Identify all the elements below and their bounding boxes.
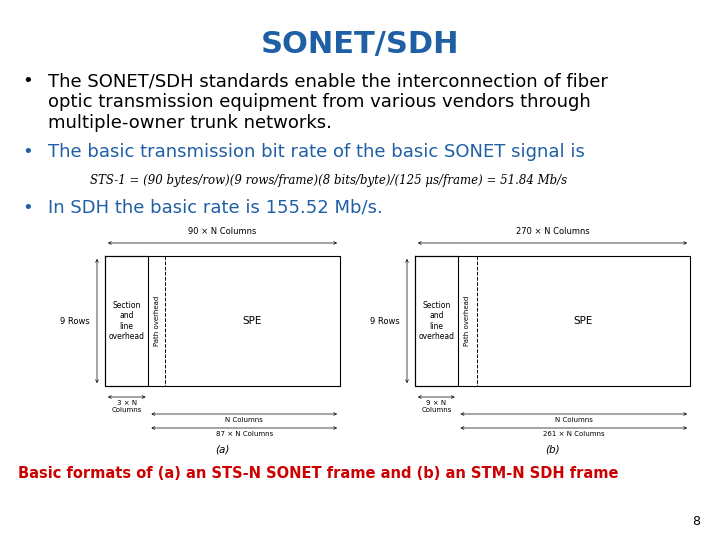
Text: 270 × N Columns: 270 × N Columns [516, 227, 590, 236]
Text: 90 × N Columns: 90 × N Columns [189, 227, 257, 236]
Text: optic transmission equipment from various vendors through: optic transmission equipment from variou… [48, 93, 590, 111]
Text: In SDH the basic rate is 155.52 Mb/s.: In SDH the basic rate is 155.52 Mb/s. [48, 199, 383, 217]
Text: 87 × N Columns: 87 × N Columns [215, 431, 273, 437]
Text: STS-1 = (90 bytes/row)(9 rows/frame)(8 bits/byte)/(125 μs/frame) = 51.84 Mb/s: STS-1 = (90 bytes/row)(9 rows/frame)(8 b… [90, 174, 567, 187]
Text: N Columns: N Columns [555, 417, 593, 423]
Text: 9 Rows: 9 Rows [60, 316, 90, 326]
Text: •: • [22, 199, 32, 217]
Text: 8: 8 [692, 515, 700, 528]
Text: •: • [22, 143, 32, 161]
Text: Section
and
line
overhead: Section and line overhead [418, 301, 454, 341]
Text: Path overhead: Path overhead [153, 296, 160, 346]
Text: Basic formats of (a) an STS-N SONET frame and (b) an STM-N SDH frame: Basic formats of (a) an STS-N SONET fram… [18, 466, 618, 481]
Text: 9 × N
Columns: 9 × N Columns [421, 400, 451, 413]
Text: (b): (b) [545, 444, 560, 454]
Text: The SONET/SDH standards enable the interconnection of fiber: The SONET/SDH standards enable the inter… [48, 72, 608, 90]
Text: Section
and
line
overhead: Section and line overhead [109, 301, 145, 341]
Text: SONET/SDH: SONET/SDH [261, 30, 459, 59]
Text: SPE: SPE [243, 316, 262, 326]
Text: 261 × N Columns: 261 × N Columns [543, 431, 605, 437]
Text: SPE: SPE [574, 316, 593, 326]
Text: 3 × N
Columns: 3 × N Columns [112, 400, 142, 413]
Text: 9 Rows: 9 Rows [370, 316, 400, 326]
Text: (a): (a) [215, 444, 230, 454]
Text: •: • [22, 72, 32, 90]
Text: N Columns: N Columns [225, 417, 264, 423]
Text: The basic transmission bit rate of the basic SONET signal is: The basic transmission bit rate of the b… [48, 143, 585, 161]
Text: multiple-owner trunk networks.: multiple-owner trunk networks. [48, 114, 332, 132]
Text: Path overhead: Path overhead [464, 296, 470, 346]
